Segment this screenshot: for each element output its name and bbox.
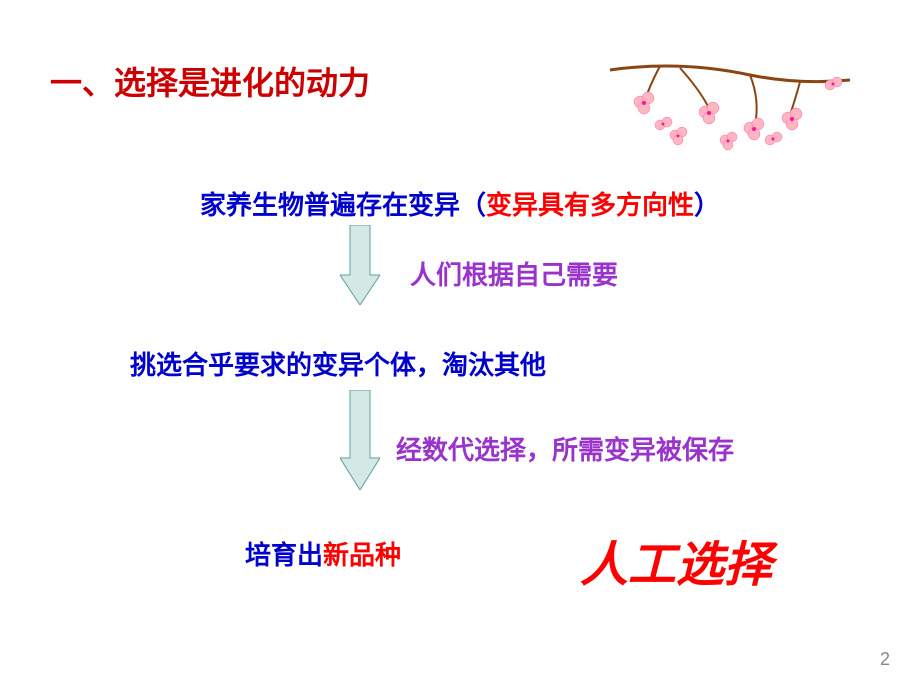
step-1-text: 家养生物普遍存在变异（变异具有多方向性） [200, 185, 720, 222]
step-3-highlight: 新品种 [323, 541, 401, 570]
arrow-2 [340, 390, 380, 495]
arrow-1-label: 人们根据自己需要 [410, 255, 618, 292]
section-title: 一、选择是进化的动力 [50, 58, 370, 104]
step-1-suffix: ） [694, 191, 720, 220]
step-3-prefix: 培育出 [245, 541, 323, 570]
page-number: 2 [880, 649, 890, 670]
arrow-1 [340, 225, 380, 310]
step-1-prefix: 家养生物普遍存在变异（ [200, 191, 486, 220]
arrow-2-label: 经数代选择，所需变异被保存 [396, 430, 734, 467]
step-3-text: 培育出新品种 [245, 535, 401, 572]
step-2-text: 挑选合乎要求的变异个体，淘汰其他 [130, 345, 546, 382]
step-1-highlight: 变异具有多方向性 [486, 191, 694, 220]
blossom-decoration [600, 40, 860, 170]
conclusion-label: 人工选择 [580, 525, 772, 595]
